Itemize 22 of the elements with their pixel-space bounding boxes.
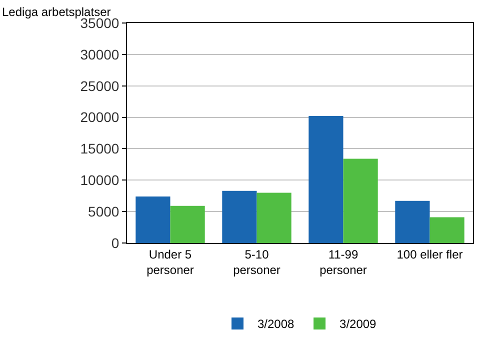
x-tick-label: 5-10 personer xyxy=(233,247,280,277)
y-tick-label: 30000 xyxy=(80,46,120,62)
x-tick-label: 100 eller fler xyxy=(396,247,463,262)
legend-label: 3/2008 xyxy=(258,317,295,332)
bar xyxy=(222,190,257,243)
x-tick-label: Under 5 personer xyxy=(146,247,194,277)
legend-label: 3/2009 xyxy=(340,317,377,332)
bar xyxy=(343,158,378,243)
bar xyxy=(170,206,205,243)
y-tick-label: 5000 xyxy=(88,203,120,220)
x-tick-label: 11-99 personer xyxy=(320,247,367,277)
y-axis-title: Lediga arbetsplatser xyxy=(2,5,111,19)
y-tick-label: 20000 xyxy=(80,109,120,126)
bar xyxy=(256,192,292,243)
bar xyxy=(308,116,344,243)
bar xyxy=(395,200,430,243)
y-tick-label: 10000 xyxy=(80,172,120,188)
y-tick-label: 25000 xyxy=(80,78,120,94)
y-tick-label: 0 xyxy=(111,234,120,251)
bar xyxy=(430,217,464,243)
y-tick-label: 15000 xyxy=(80,140,120,157)
bar xyxy=(136,196,170,243)
